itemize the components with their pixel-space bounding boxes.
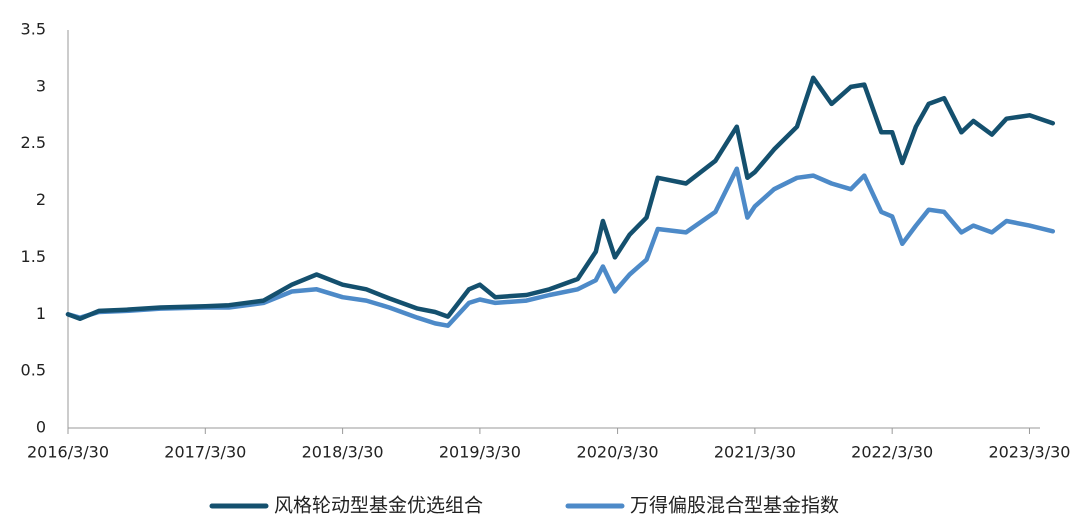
y-tick-label: 1 (36, 304, 46, 323)
legend: 风格轮动型基金优选组合 万得偏股混合型基金指数 (209, 495, 839, 517)
y-tick-label: 2 (36, 190, 46, 209)
y-tick-label: 0.5 (21, 361, 46, 380)
x-tick-label: 2020/3/30 (577, 443, 659, 462)
legend-label-series-2: 万得偏股混合型基金指数 (630, 495, 839, 517)
x-tick-label: 2017/3/30 (164, 443, 246, 462)
x-tick-label: 2023/3/30 (988, 443, 1070, 462)
series-line-2 (65, 166, 1056, 328)
series-layer (65, 75, 1056, 328)
y-axis-tick-labels: 0 0.5 1 1.5 2 2.5 3 3.5 (21, 20, 46, 437)
x-tick-label: 2016/3/30 (27, 443, 109, 462)
x-axis-ticks (67, 428, 1030, 434)
x-tick-label: 2019/3/30 (439, 443, 521, 462)
y-tick-label: 3 (36, 76, 46, 95)
x-tick-label: 2018/3/30 (302, 443, 384, 462)
x-axis-tick-labels: 2016/3/30 2017/3/30 2018/3/30 2019/3/30 2020… (27, 443, 1071, 462)
series-line-1 (65, 75, 1056, 322)
y-tick-label: 2.5 (21, 133, 46, 152)
x-tick-label: 2022/3/30 (851, 443, 933, 462)
y-tick-label: 3.5 (21, 20, 46, 39)
axes (67, 30, 1040, 429)
y-tick-label: 1.5 (21, 247, 46, 266)
y-tick-label: 0 (36, 418, 46, 437)
legend-label-series-1: 风格轮动型基金优选组合 (274, 495, 483, 517)
x-tick-label: 2021/3/30 (714, 443, 796, 462)
